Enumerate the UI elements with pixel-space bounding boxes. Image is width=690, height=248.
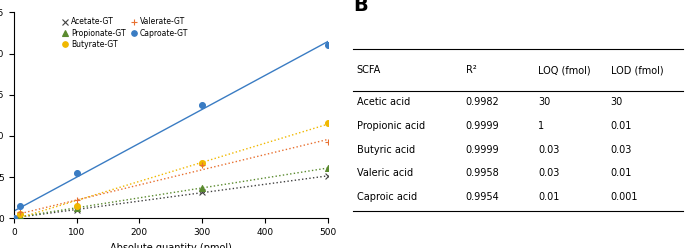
Text: 30: 30	[538, 97, 551, 107]
Text: Caproic acid: Caproic acid	[357, 192, 417, 202]
Point	[322, 141, 333, 145]
Point	[8, 216, 19, 220]
Text: SCFA: SCFA	[357, 65, 381, 75]
Text: 0.03: 0.03	[538, 168, 560, 179]
Text: 0.9958: 0.9958	[466, 168, 500, 179]
Text: 0.9999: 0.9999	[466, 145, 499, 155]
Text: Butyric acid: Butyric acid	[357, 145, 415, 155]
Point	[197, 186, 208, 190]
Text: LOQ (fmol): LOQ (fmol)	[538, 65, 591, 75]
Text: 0.03: 0.03	[611, 145, 632, 155]
Text: Propionic acid: Propionic acid	[357, 121, 425, 131]
Point	[14, 211, 26, 215]
Text: 0.01: 0.01	[611, 168, 632, 179]
Text: B: B	[353, 0, 368, 15]
Legend: Acetate-GT, Propionate-GT, Butyrate-GT, Valerate-GT, Caproate-GT: Acetate-GT, Propionate-GT, Butyrate-GT, …	[59, 14, 191, 52]
Point	[197, 161, 208, 165]
Point	[71, 171, 82, 175]
Point	[197, 163, 208, 167]
Point	[322, 121, 333, 125]
Point	[14, 214, 26, 218]
Point	[71, 198, 82, 202]
Text: 0.03: 0.03	[538, 145, 560, 155]
Text: 0.01: 0.01	[538, 192, 560, 202]
Point	[322, 174, 333, 178]
Text: 1: 1	[538, 121, 544, 131]
Point	[197, 103, 208, 107]
Point	[71, 204, 82, 208]
Point	[71, 208, 82, 212]
X-axis label: Absolute quantity (pmol): Absolute quantity (pmol)	[110, 243, 232, 248]
Point	[8, 216, 19, 220]
Point	[8, 216, 19, 220]
Text: 30: 30	[611, 97, 623, 107]
Point	[8, 216, 19, 220]
Text: 0.01: 0.01	[611, 121, 632, 131]
Text: 0.9999: 0.9999	[466, 121, 499, 131]
Text: Valeric acid: Valeric acid	[357, 168, 413, 179]
Point	[14, 212, 26, 216]
Point	[322, 166, 333, 170]
Text: Acetic acid: Acetic acid	[357, 97, 410, 107]
Text: 0.001: 0.001	[611, 192, 638, 202]
Point	[8, 216, 19, 220]
Point	[14, 215, 26, 218]
Point	[14, 204, 26, 208]
Point	[322, 43, 333, 47]
Text: R²: R²	[466, 65, 476, 75]
Text: 0.9954: 0.9954	[466, 192, 500, 202]
Point	[71, 206, 82, 210]
Point	[197, 190, 208, 194]
Text: 0.9982: 0.9982	[466, 97, 500, 107]
Text: LOD (fmol): LOD (fmol)	[611, 65, 663, 75]
